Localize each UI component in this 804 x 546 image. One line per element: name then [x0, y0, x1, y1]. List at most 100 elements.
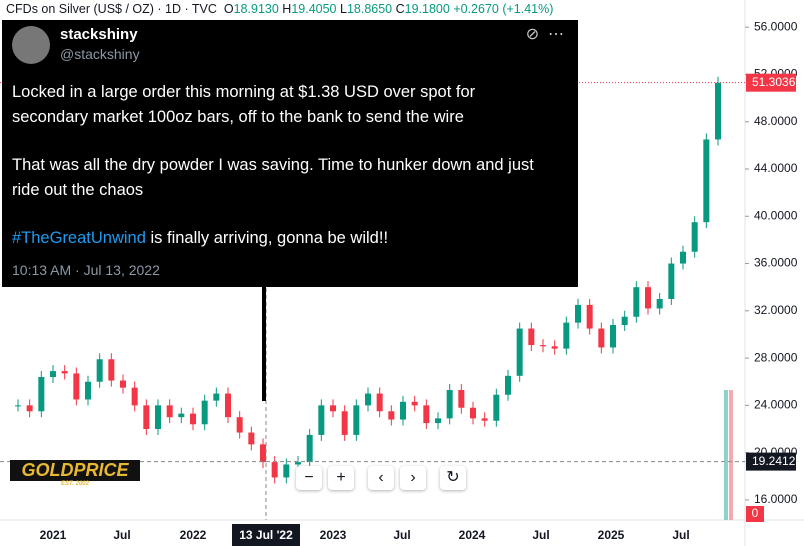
candle [15, 405, 21, 407]
scroll-right[interactable]: › [400, 466, 426, 490]
high: 19.4050 [291, 2, 337, 16]
candle [446, 390, 453, 419]
candle [563, 322, 570, 349]
label: L [339, 2, 347, 16]
x-tick-label: Jul [113, 528, 130, 542]
price-box [746, 73, 796, 92]
candle [236, 417, 243, 433]
candle [38, 377, 45, 412]
text: ride out the chaos [12, 180, 144, 199]
tweet-icons[interactable]: ⊘ ⋯ [525, 26, 564, 43]
candle [528, 328, 535, 346]
candle [481, 418, 488, 421]
candle [85, 381, 91, 400]
volume [724, 390, 728, 520]
candle [120, 380, 126, 388]
text: is finally arriving, gonna be wild!! [145, 229, 389, 247]
y-tick-label: 16.0000 [754, 492, 798, 506]
tweet-time: 10:13 AM · Jul 13, 2022 [12, 262, 160, 278]
zoom-out[interactable]: − [296, 466, 322, 490]
y-tick-label: 44.0000 [754, 161, 798, 175]
candle [365, 393, 371, 406]
y-tick-label: 48.0000 [754, 114, 798, 128]
candle [715, 82, 721, 140]
volume-box [746, 506, 764, 522]
candle [551, 346, 558, 349]
x-tick-label: 2025 [598, 528, 625, 542]
candle [668, 263, 675, 299]
candle [411, 401, 418, 406]
candle [435, 418, 441, 424]
low: 18.8650 [346, 2, 393, 16]
label: H [282, 2, 292, 16]
candle [341, 411, 348, 435]
candle [155, 405, 161, 429]
tweet: stackshiny @stackshiny ⊘ ⋯ Locked in a l… [2, 20, 578, 287]
candle [691, 222, 698, 252]
price-box [746, 452, 796, 471]
candle [656, 299, 663, 309]
candle [470, 407, 476, 419]
y-tick-label: 32.0000 [754, 303, 798, 317]
candle [96, 359, 103, 382]
candle [213, 393, 220, 401]
candle [225, 393, 231, 418]
candle [353, 405, 360, 435]
candle [586, 304, 593, 329]
cursor-price-label: 19.2412 [752, 454, 796, 468]
x-tick-label: 2021 [40, 528, 67, 542]
logo-text: GOLDPRICE [21, 460, 129, 480]
tweet-handle: @stackshiny [60, 46, 140, 62]
candle [388, 411, 395, 420]
y-tick-label: 36.0000 [754, 256, 798, 270]
logo: GOLDPRICE EST. 2002 [10, 460, 140, 487]
reset[interactable]: ↻ [440, 466, 466, 490]
x-tick-label: 2023 [320, 528, 347, 542]
candle [143, 405, 150, 429]
candle [610, 325, 616, 348]
text: Locked in a large order this morning at … [12, 83, 476, 101]
open: 18.9130 [233, 2, 279, 16]
candle [283, 464, 290, 478]
candle [248, 432, 255, 445]
y-tick-label: 28.0000 [754, 350, 798, 364]
candle [178, 413, 185, 418]
cursor-time-box [232, 524, 300, 546]
candle [645, 287, 651, 309]
candle [306, 434, 313, 463]
x-tick-label: 2024 [459, 528, 486, 542]
scroll-left[interactable]: ‹ [368, 466, 394, 490]
x-tick-label: Jul [393, 528, 410, 542]
candle [621, 316, 628, 325]
candle [400, 401, 406, 420]
candle [166, 405, 173, 418]
x-tick-label: Jul [532, 528, 549, 542]
candle [73, 373, 80, 400]
last-price-label: 51.3036 [752, 75, 796, 89]
x-tick-label: Jul [672, 528, 689, 542]
candle [575, 304, 581, 323]
candle [108, 359, 115, 381]
candle [295, 462, 301, 465]
candle [493, 394, 500, 421]
candle [376, 393, 383, 412]
candle [131, 387, 138, 406]
text: secondary market 100oz bars, off to the … [12, 107, 464, 126]
candle [458, 390, 465, 408]
hashtag[interactable]: #TheGreatUnwind [12, 229, 146, 247]
symbol: CFDs on Silver (US$ / OZ) · 1D · TVC [6, 2, 217, 16]
zoom-in[interactable]: + [328, 466, 354, 490]
candle [260, 444, 266, 463]
y-tick-label: 56.0000 [754, 19, 798, 33]
label: O [223, 2, 234, 16]
candle [330, 405, 336, 412]
y-tick-label: 40.0000 [754, 208, 798, 222]
candle [61, 371, 68, 374]
volume-label: 0 [752, 506, 759, 520]
volume [729, 390, 733, 520]
candle [26, 405, 33, 412]
avatar [12, 26, 50, 64]
close: 19.1800 [404, 2, 450, 16]
